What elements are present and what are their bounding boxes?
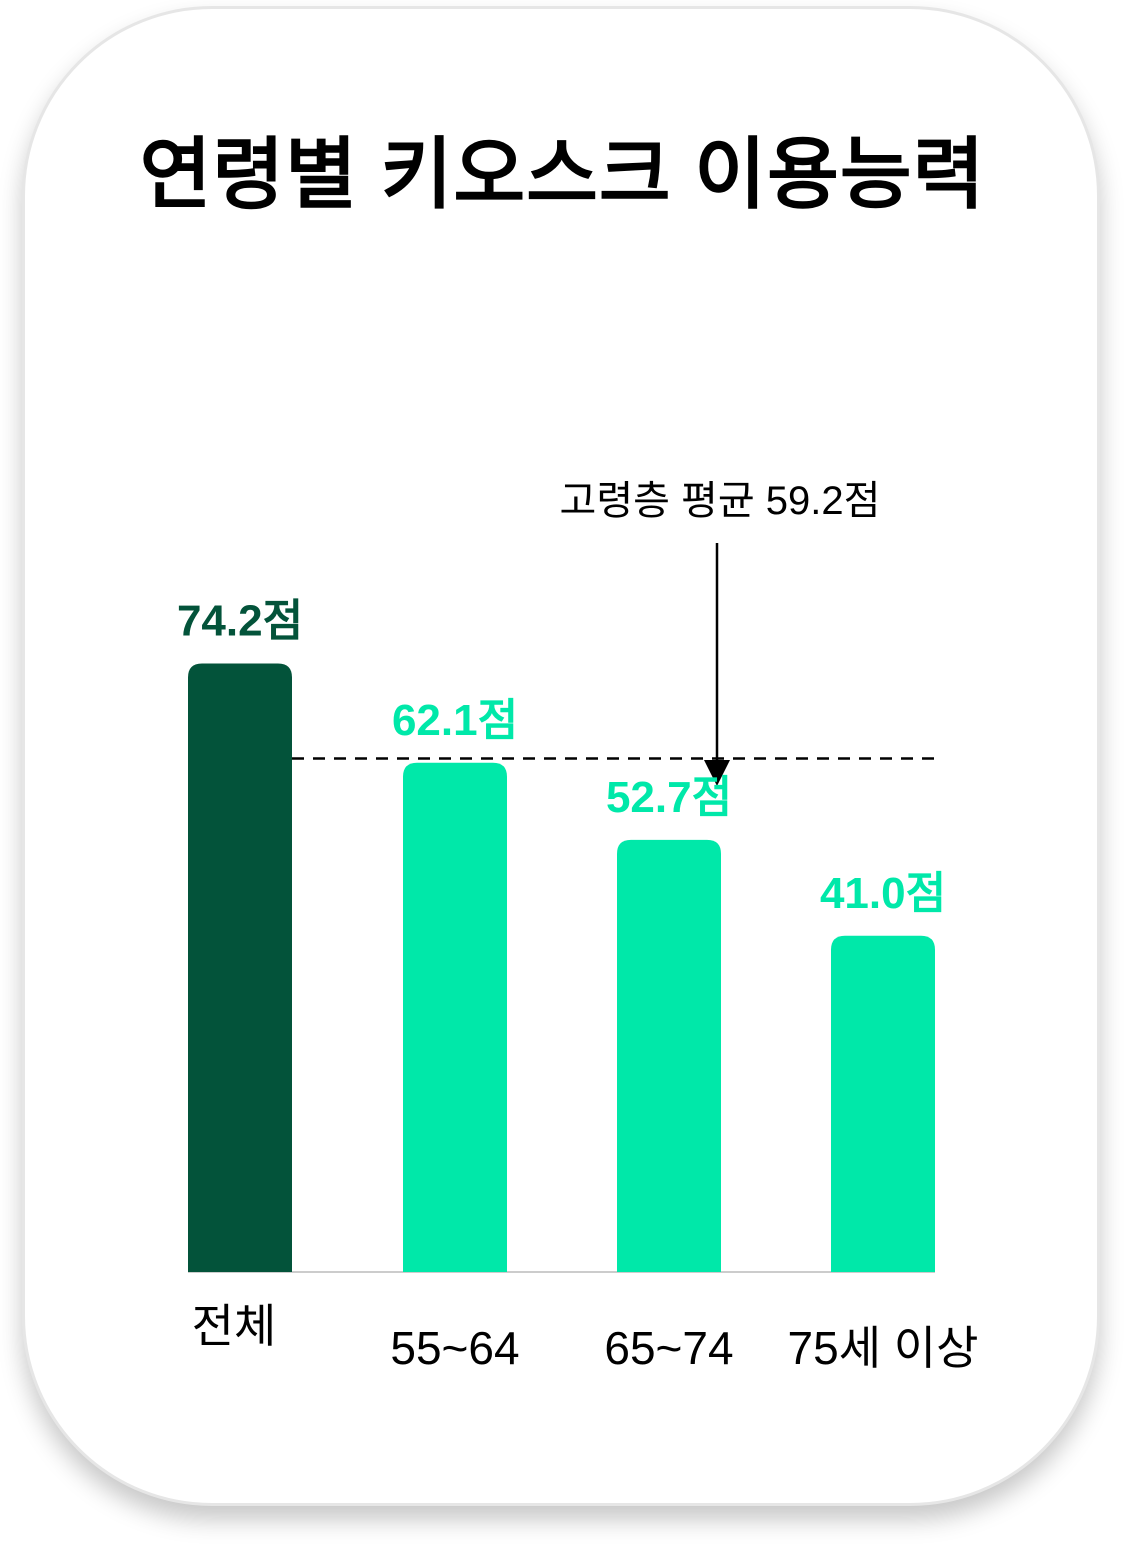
annotation-arrow-head — [704, 760, 730, 786]
bar-1 — [188, 663, 292, 1272]
reference-layer — [292, 543, 935, 786]
value-label-4: 41.0점 — [820, 869, 946, 918]
bar-2 — [403, 762, 507, 1272]
chart-title: 연령별 키오스크 이용능력 — [139, 130, 986, 218]
value-label-3: 52.7점 — [606, 773, 732, 822]
value-label-1: 74.2점 — [177, 597, 303, 646]
bars-layer — [188, 663, 935, 1273]
bar-4 — [831, 935, 935, 1272]
category-label-1: 전체 — [192, 1300, 277, 1352]
category-label-2: 55~64 — [390, 1322, 519, 1374]
average-annotation-label: 고령층 평균 59.2점 — [560, 479, 881, 523]
category-label-4: 75세 이상 — [788, 1322, 979, 1374]
bar-3 — [617, 839, 721, 1272]
value-label-2: 62.1점 — [392, 696, 518, 745]
category-label-3: 65~74 — [604, 1322, 733, 1374]
